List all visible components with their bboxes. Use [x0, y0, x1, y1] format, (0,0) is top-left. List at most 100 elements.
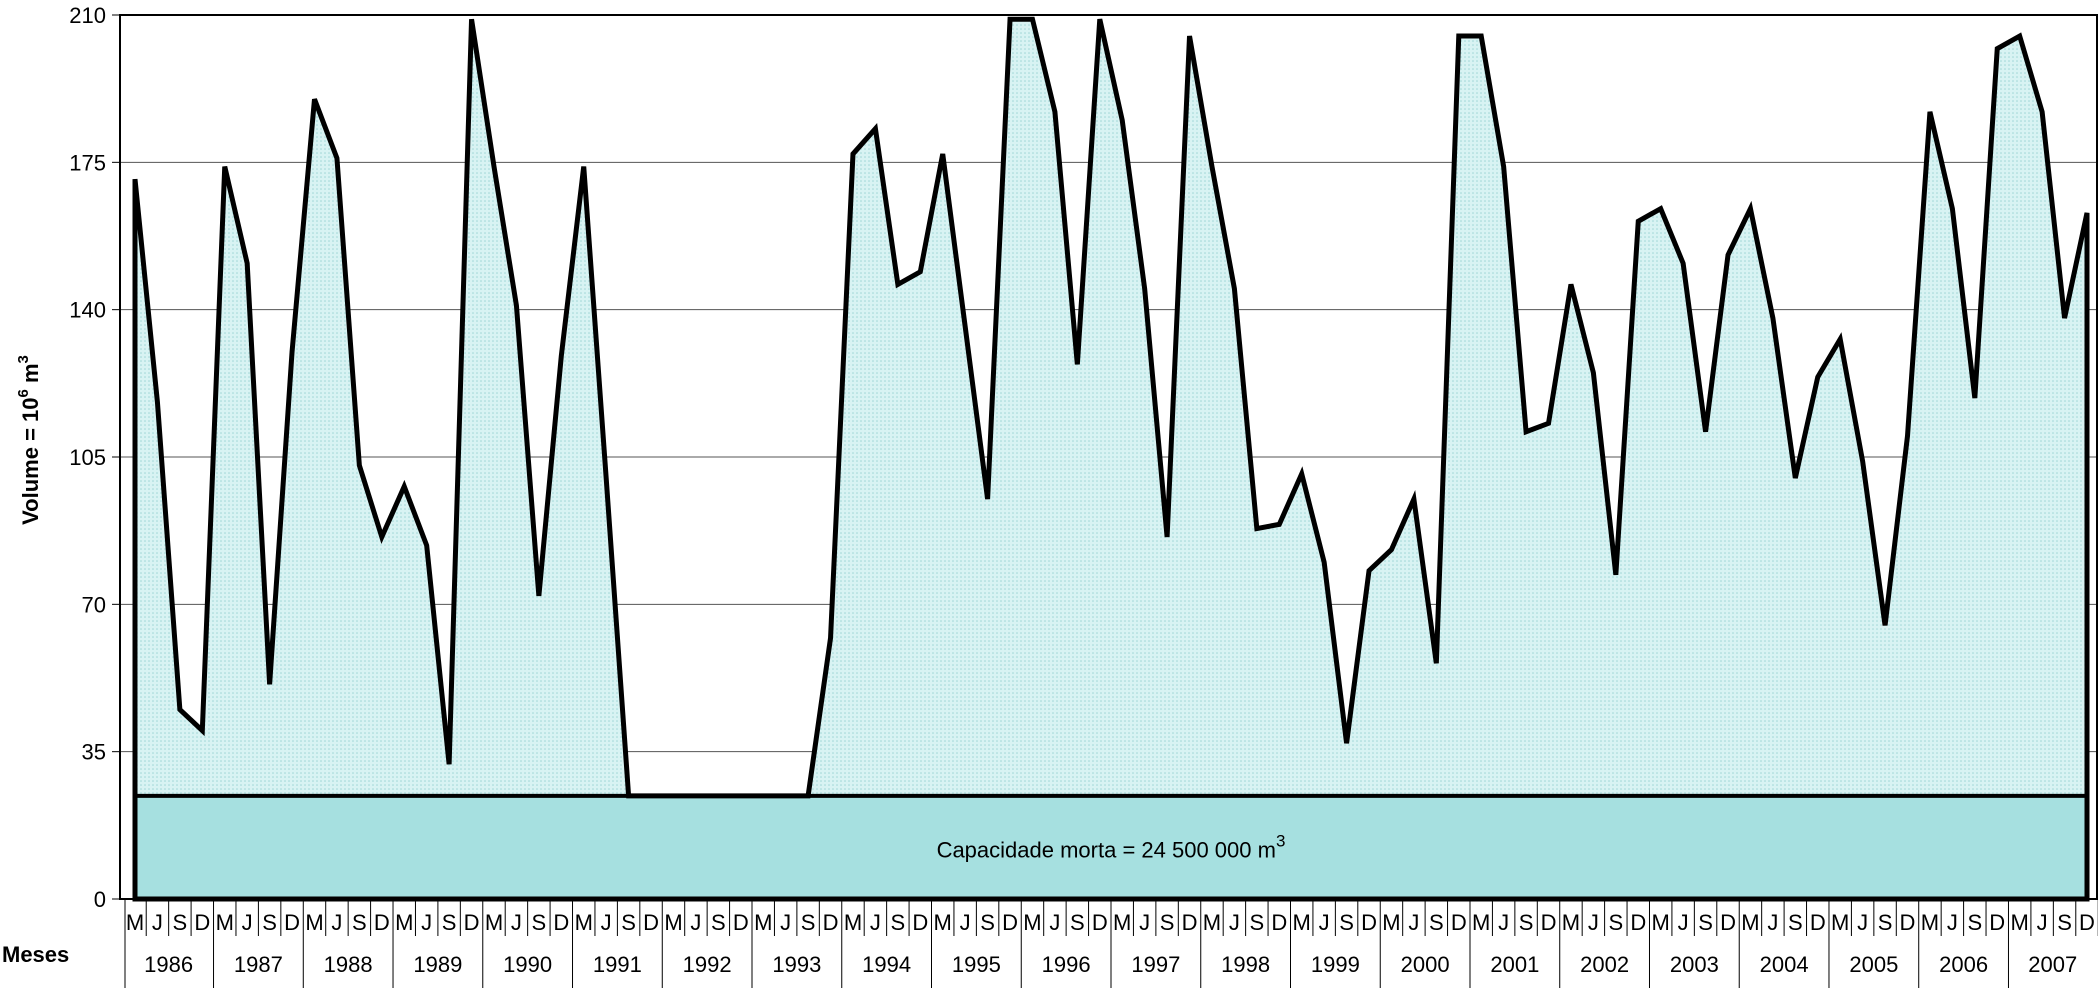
x-tick-label: D	[194, 910, 210, 935]
x-tick-label: J	[780, 910, 791, 935]
year-label: 2005	[1849, 952, 1898, 977]
x-tick-label: D	[823, 910, 839, 935]
x-tick-label: S	[711, 910, 726, 935]
x-tick-label: S	[1608, 910, 1623, 935]
area	[135, 19, 2087, 899]
x-tick-label: J	[242, 910, 253, 935]
year-label: 2000	[1401, 952, 1450, 977]
x-tick-label: M	[216, 910, 234, 935]
x-tick-label: M	[1652, 910, 1670, 935]
x-tick-label: D	[1361, 910, 1377, 935]
x-tick-label: J	[1229, 910, 1240, 935]
x-tick-label: S	[1429, 910, 1444, 935]
y-tick-label: 175	[69, 150, 106, 175]
annotation: Capacidade morta = 24 500 000 m3	[937, 831, 1286, 862]
x-tick-label: S	[532, 910, 547, 935]
x-tick-label: M	[1741, 910, 1759, 935]
x-tick-label: D	[733, 910, 749, 935]
x-tick-label: J	[2037, 910, 2048, 935]
y-tick-label: 0	[94, 887, 106, 912]
year-label: 2003	[1670, 952, 1719, 977]
x-tick-label: S	[1339, 910, 1354, 935]
year-label: 1989	[413, 952, 462, 977]
y-tick-label: 35	[82, 740, 106, 765]
x-tick-label: J	[1139, 910, 1150, 935]
x-tick-label: D	[553, 910, 569, 935]
x-axis-label: Meses	[2, 942, 69, 967]
line	[132, 16, 2090, 902]
x-tick-label: S	[1519, 910, 1534, 935]
x-tick-label: D	[1630, 910, 1646, 935]
x-tick-label: J	[601, 910, 612, 935]
year-label: 2007	[2028, 952, 2077, 977]
x-tick-label: S	[262, 910, 277, 935]
x-tick-label: J	[511, 910, 522, 935]
year-label: 1993	[772, 952, 821, 977]
x-tick-label: S	[1967, 910, 1982, 935]
annotation-text: Capacidade morta = 24 500 000 m	[937, 837, 1276, 862]
x-tick-label: S	[173, 910, 188, 935]
x-tick-label: M	[1472, 910, 1490, 935]
x-tick-label: S	[1698, 910, 1713, 935]
x-tick-label: D	[1900, 910, 1916, 935]
year-label: 2002	[1580, 952, 1629, 977]
x-tick-label: M	[2011, 910, 2029, 935]
x-tick-label: D	[284, 910, 300, 935]
x-tick-label: S	[2057, 910, 2072, 935]
x-tick-label: J	[1408, 910, 1419, 935]
x-tick-label: D	[643, 910, 659, 935]
x-tick-label: D	[1989, 910, 2005, 935]
year-label: 1995	[952, 952, 1001, 977]
x-tick-label: M	[1562, 910, 1580, 935]
x-tick-label: M	[664, 910, 682, 935]
x-tick-label: J	[1049, 910, 1060, 935]
x-tick-label: J	[152, 910, 163, 935]
x-tick-label: M	[1293, 910, 1311, 935]
y-tick-label: 70	[82, 592, 106, 617]
x-tick-label: S	[1878, 910, 1893, 935]
x-tick-label: J	[870, 910, 881, 935]
x-tick-label: D	[374, 910, 390, 935]
plot-frame	[119, 14, 2098, 900]
x-tick-label: D	[1451, 910, 1467, 935]
x-tick-label: J	[960, 910, 971, 935]
x-tick-label: M	[305, 910, 323, 935]
x-tick-label: D	[912, 910, 928, 935]
x-tick-label: J	[1947, 910, 1958, 935]
x-tick-label: M	[1023, 910, 1041, 935]
year-label: 1990	[503, 952, 552, 977]
year-label: 2004	[1760, 952, 1809, 977]
x-tick-label: S	[1160, 910, 1175, 935]
x-tick-label: S	[980, 910, 995, 935]
x-tick-label: S	[352, 910, 367, 935]
x-tick-label: D	[1092, 910, 1108, 935]
year-label: 1999	[1311, 952, 1360, 977]
x-tick-label: M	[485, 910, 503, 935]
x-tick-label: M	[844, 910, 862, 935]
x-tick-label: M	[1831, 910, 1849, 935]
x-tick-label: D	[1182, 910, 1198, 935]
x-tick-label: J	[1767, 910, 1778, 935]
x-tick-label: J	[1319, 910, 1330, 935]
year-label: 1988	[324, 952, 373, 977]
x-tick-label: M	[754, 910, 772, 935]
x-tick-label: J	[421, 910, 432, 935]
x-tick-label: M	[1382, 910, 1400, 935]
x-tick-label: S	[1070, 910, 1085, 935]
y-tick-label: 140	[69, 298, 106, 323]
x-tick-label: S	[442, 910, 457, 935]
year-label: 1987	[234, 952, 283, 977]
x-tick-label: J	[1588, 910, 1599, 935]
x-tick-label: D	[1720, 910, 1736, 935]
x-tick-label: M	[395, 910, 413, 935]
x-tick-label: M	[934, 910, 952, 935]
x-tick-label: D	[1541, 910, 1557, 935]
x-tick-label: M	[1113, 910, 1131, 935]
x-tick-label: M	[1203, 910, 1221, 935]
x-tick-label: M	[126, 910, 144, 935]
x-tick-label: J	[331, 910, 342, 935]
x-tick-label: S	[1788, 910, 1803, 935]
year-label: 1986	[144, 952, 193, 977]
x-tick-label: D	[1271, 910, 1287, 935]
x-tick-label: J	[1678, 910, 1689, 935]
